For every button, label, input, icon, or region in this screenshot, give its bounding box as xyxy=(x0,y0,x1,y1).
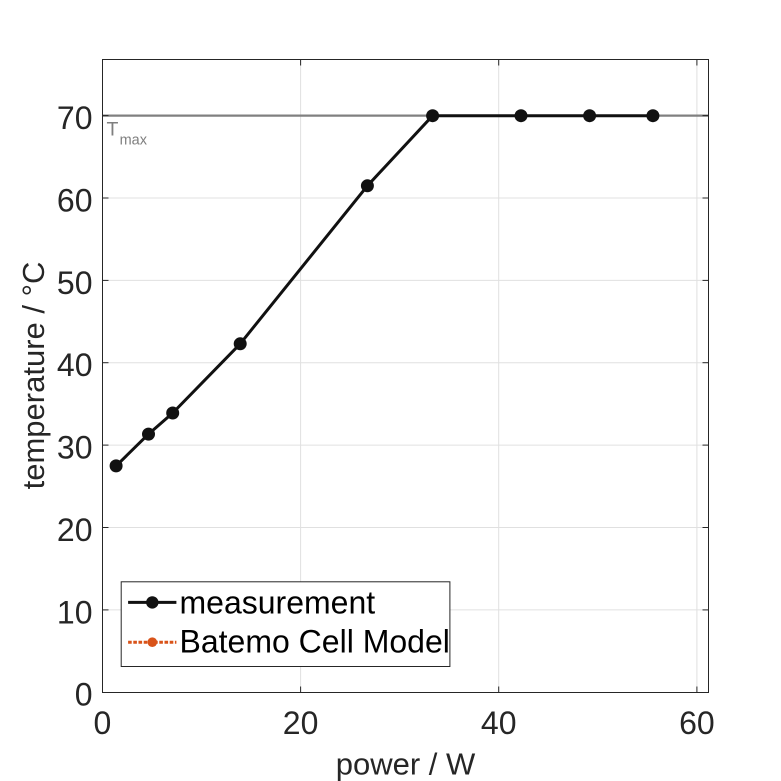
svg-text:measurement: measurement xyxy=(180,584,376,620)
svg-text:T: T xyxy=(107,118,119,140)
svg-text:60: 60 xyxy=(57,182,93,218)
svg-text:power / W: power / W xyxy=(336,746,476,781)
svg-text:50: 50 xyxy=(57,265,93,301)
svg-text:60: 60 xyxy=(679,705,715,741)
svg-text:0: 0 xyxy=(75,677,93,713)
svg-text:30: 30 xyxy=(57,430,93,466)
svg-text:temperature / °C: temperature / °C xyxy=(16,262,51,490)
svg-text:0: 0 xyxy=(94,705,112,741)
svg-text:20: 20 xyxy=(57,512,93,548)
svg-text:max: max xyxy=(120,133,148,149)
svg-text:40: 40 xyxy=(57,347,93,383)
svg-text:40: 40 xyxy=(481,705,517,741)
svg-text:70: 70 xyxy=(57,100,93,136)
svg-text:20: 20 xyxy=(283,705,319,741)
svg-text:10: 10 xyxy=(57,594,93,630)
svg-text:Batemo Cell Model: Batemo Cell Model xyxy=(180,624,450,660)
